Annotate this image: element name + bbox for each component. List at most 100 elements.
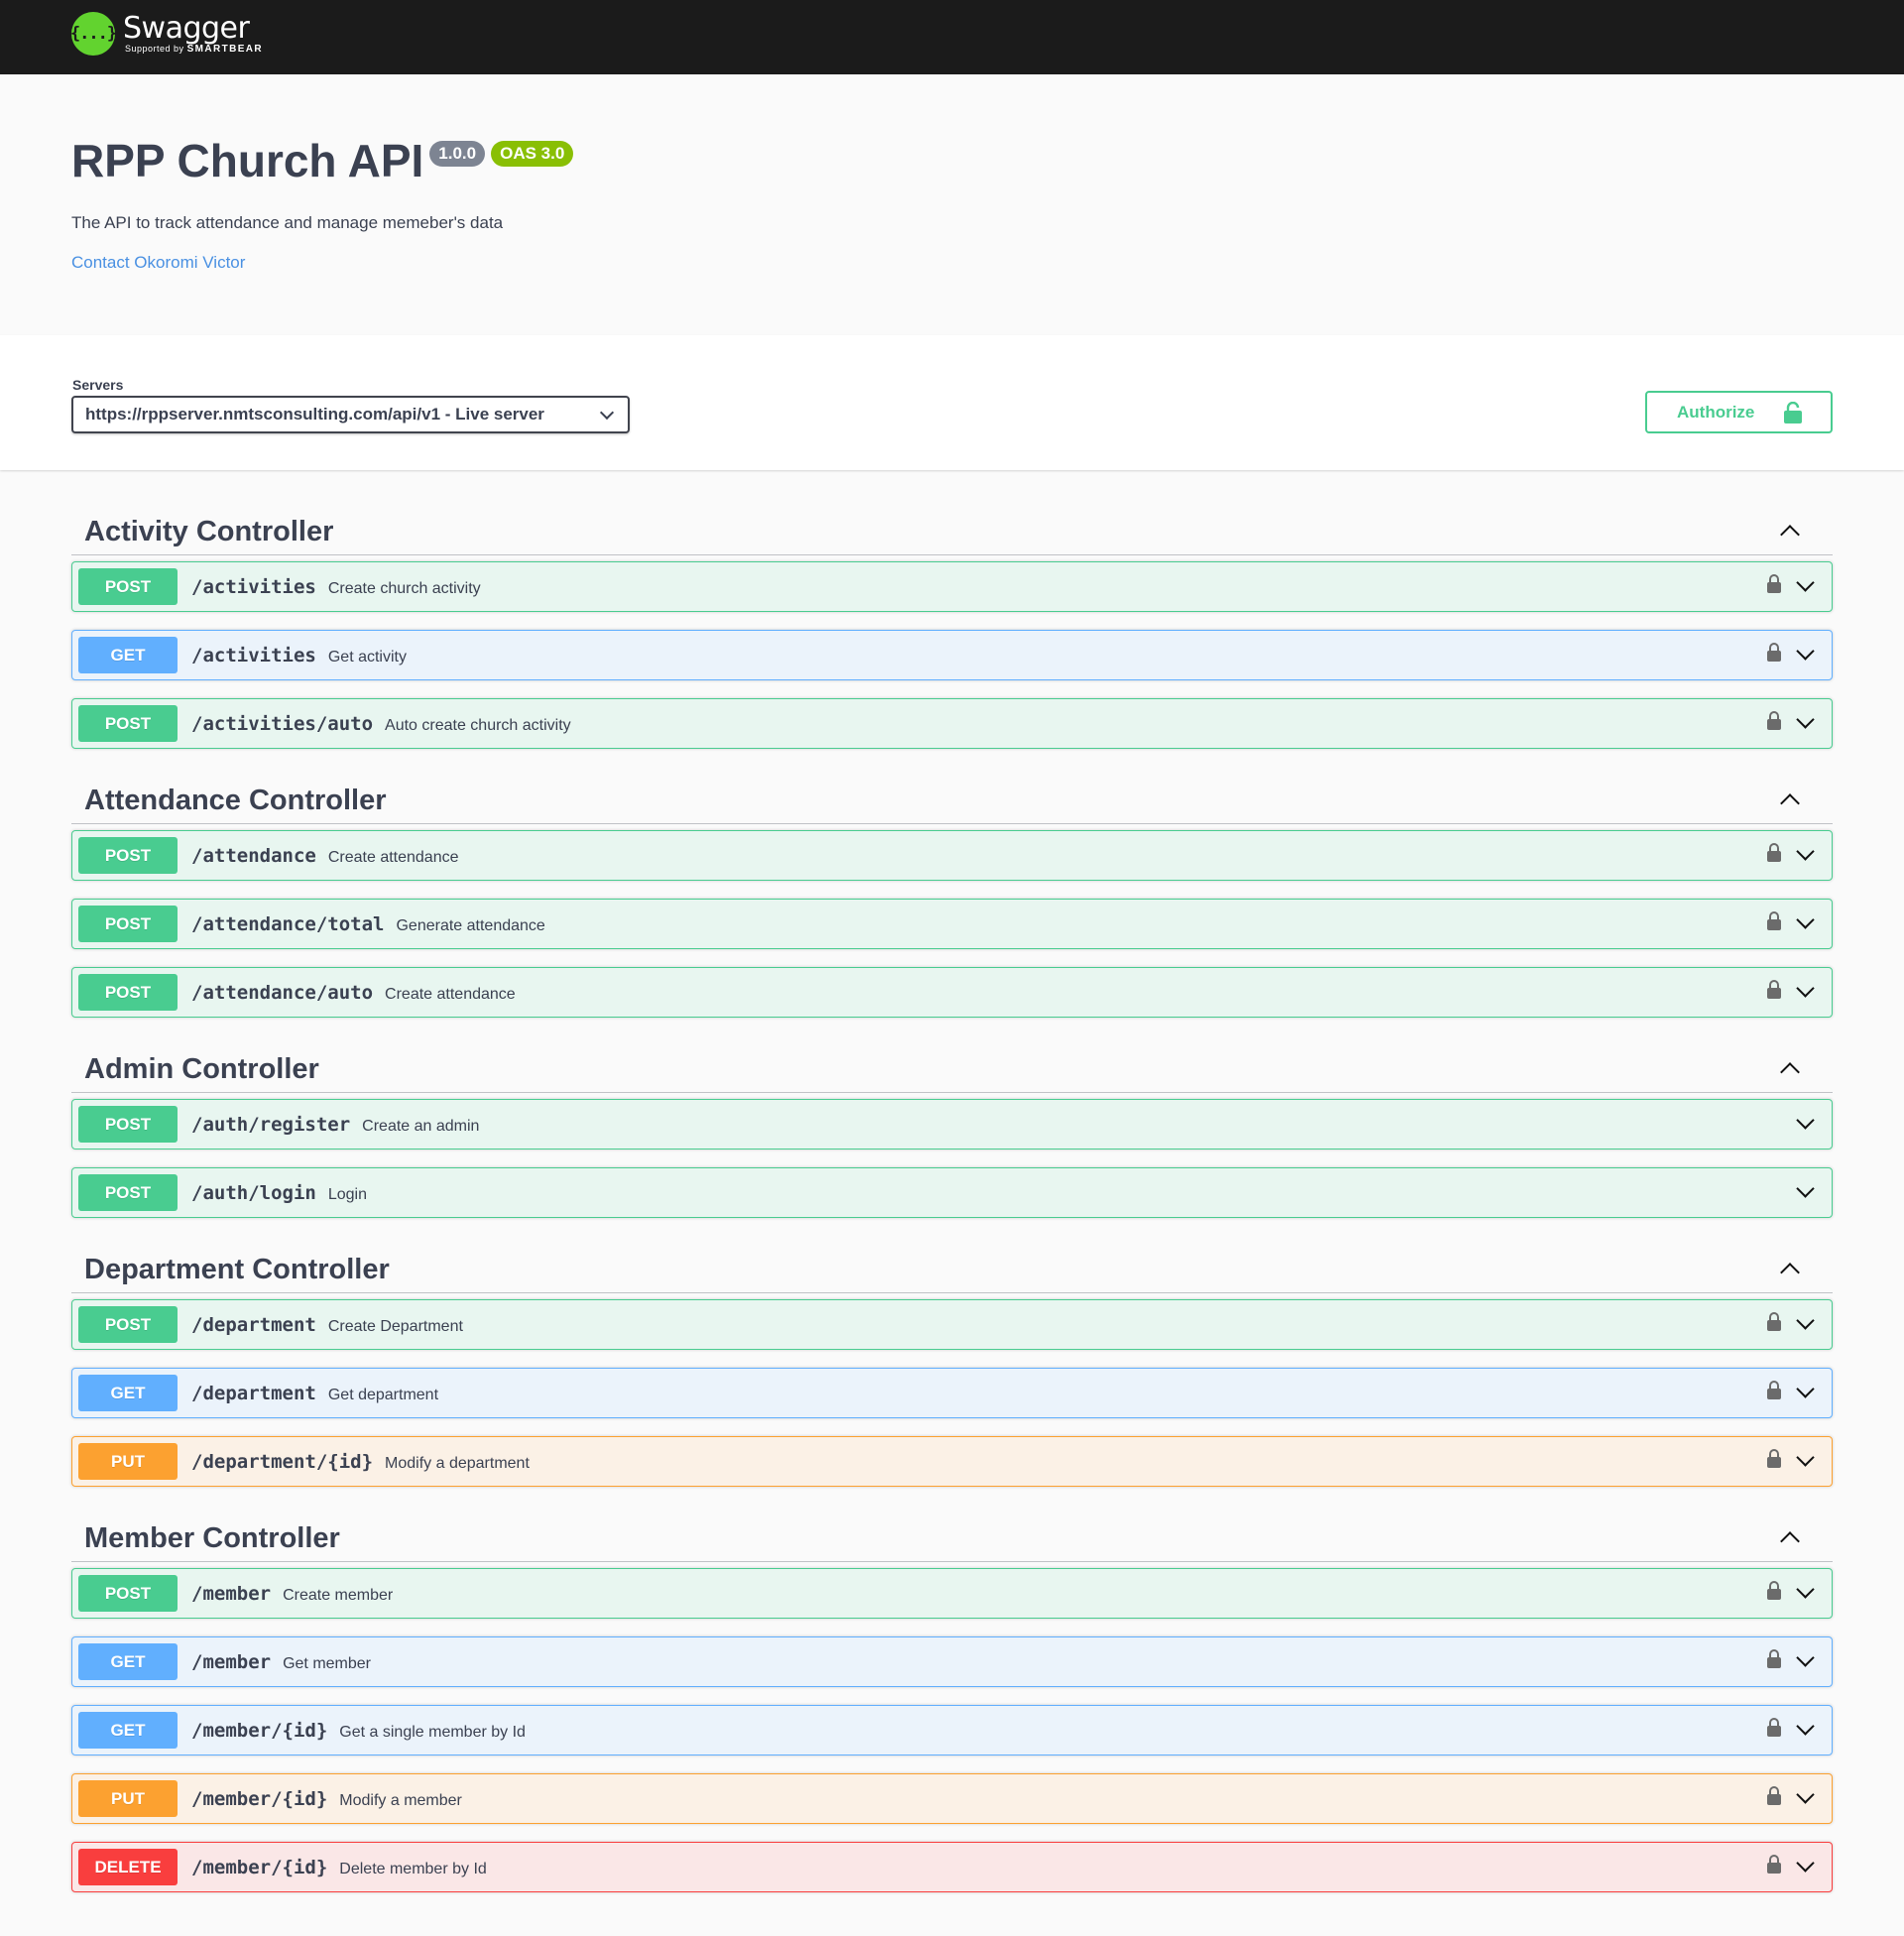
logo-text: Swagger Supported by SMARTBEAR — [123, 13, 263, 55]
tag-section-header[interactable]: Department Controller — [71, 1238, 1833, 1293]
chevron-up-icon[interactable] — [1780, 525, 1800, 544]
chevron-down-icon[interactable] — [1796, 1179, 1815, 1198]
tag-section-header[interactable]: Member Controller — [71, 1507, 1833, 1562]
operation-path-text: /attendance — [191, 845, 316, 867]
tag-title: Member Controller — [84, 1522, 340, 1554]
lock-icon[interactable] — [1766, 643, 1782, 663]
operation-post[interactable]: POST/attendance/total Generate attendance — [71, 899, 1833, 949]
chevron-down-icon[interactable] — [1796, 1448, 1815, 1467]
operation-summary: Get a single member by Id — [339, 1724, 526, 1741]
tag-title: Admin Controller — [84, 1053, 319, 1085]
tag-section-header[interactable]: Attendance Controller — [71, 769, 1833, 824]
chevron-up-icon[interactable] — [1780, 1062, 1800, 1082]
operation-summary: Delete member by Id — [339, 1861, 487, 1877]
method-badge: PUT — [78, 1443, 178, 1480]
operation-post[interactable]: POST/attendance/auto Create attendance — [71, 967, 1833, 1018]
operation-path-text: /auth/login — [191, 1182, 316, 1204]
operation-get[interactable]: GET/member/{id} Get a single member by Id — [71, 1705, 1833, 1755]
operation-path: /department Create Department — [191, 1314, 463, 1336]
lock-icon[interactable] — [1766, 1855, 1782, 1875]
chevron-up-icon[interactable] — [1780, 793, 1800, 813]
operation-summary: Get member — [283, 1655, 371, 1672]
tag-section-header[interactable]: Admin Controller — [71, 1037, 1833, 1093]
operation-path-text: /department — [191, 1314, 316, 1336]
operation-post[interactable]: POST/department Create Department — [71, 1299, 1833, 1350]
chevron-down-icon[interactable] — [1796, 1580, 1815, 1599]
operation-put[interactable]: PUT/department/{id} Modify a department — [71, 1436, 1833, 1487]
operation-get[interactable]: GET/department Get department — [71, 1368, 1833, 1418]
operation-path: /activities Get activity — [191, 645, 407, 666]
operation-path-text: /member/{id} — [191, 1857, 328, 1878]
chevron-down-icon[interactable] — [1796, 842, 1815, 861]
chevron-down-icon[interactable] — [1796, 1648, 1815, 1667]
operation-post[interactable]: POST/auth/login Login — [71, 1167, 1833, 1218]
operation-summary: Get activity — [327, 649, 407, 666]
operation-put[interactable]: PUT/member/{id} Modify a member — [71, 1773, 1833, 1824]
method-badge: GET — [78, 1375, 178, 1411]
page-title: RPP Church API — [71, 135, 424, 186]
swagger-logo[interactable]: {...} Swagger Supported by SMARTBEAR — [70, 12, 263, 56]
operation-path: /activities Create church activity — [191, 576, 481, 598]
tag-section-header[interactable]: Activity Controller — [71, 500, 1833, 555]
lock-icon[interactable] — [1766, 843, 1782, 863]
operation-post[interactable]: POST/activities/auto Auto create church a… — [71, 698, 1833, 749]
method-badge: GET — [78, 637, 178, 673]
lock-icon[interactable] — [1766, 1649, 1782, 1669]
chevron-down-icon[interactable] — [1796, 1717, 1815, 1736]
chevron-down-icon[interactable] — [1796, 910, 1815, 929]
operation-post[interactable]: POST/attendance Create attendance — [71, 830, 1833, 881]
logo-sub-prefix: Supported by — [125, 43, 184, 54]
operation-post[interactable]: POST/member Create member — [71, 1568, 1833, 1619]
lock-icon[interactable] — [1766, 1786, 1782, 1806]
operation-summary: Create an admin — [362, 1118, 480, 1135]
chevron-down-icon[interactable] — [1796, 979, 1815, 998]
operation-path: /member/{id} Get a single member by Id — [191, 1720, 526, 1742]
lock-icon[interactable] — [1766, 574, 1782, 594]
lock-icon[interactable] — [1766, 911, 1782, 931]
authorize-button[interactable]: Authorize — [1645, 391, 1833, 433]
chevron-down-icon[interactable] — [1796, 710, 1815, 729]
chevron-up-icon[interactable] — [1780, 1263, 1800, 1282]
lock-icon[interactable] — [1766, 711, 1782, 731]
method-badge: GET — [78, 1643, 178, 1680]
operation-path: /member Create member — [191, 1583, 393, 1605]
chevron-down-icon — [599, 405, 615, 421]
operation-post[interactable]: POST/auth/register Create an admin — [71, 1099, 1833, 1150]
servers-select[interactable]: https://rppserver.nmtsconsulting.com/api… — [71, 396, 630, 433]
operation-path-text: /activities — [191, 645, 316, 666]
lock-icon[interactable] — [1766, 980, 1782, 1000]
logo-subtitle: Supported by SMARTBEAR — [125, 44, 263, 55]
method-badge: POST — [78, 906, 178, 942]
contact-link[interactable]: Contact Okoromi Victor — [71, 253, 246, 272]
lock-icon[interactable] — [1766, 1312, 1782, 1332]
method-badge: PUT — [78, 1780, 178, 1817]
chevron-down-icon[interactable] — [1796, 1111, 1815, 1130]
method-badge: POST — [78, 1174, 178, 1211]
operation-summary: Create attendance — [385, 986, 516, 1003]
chevron-down-icon[interactable] — [1796, 1380, 1815, 1398]
tag-title: Department Controller — [84, 1254, 390, 1285]
operation-get[interactable]: GET/activities Get activity — [71, 630, 1833, 680]
operation-path: /attendance Create attendance — [191, 845, 459, 867]
lock-icon[interactable] — [1766, 1381, 1782, 1400]
method-badge: GET — [78, 1712, 178, 1749]
chevron-down-icon[interactable] — [1796, 642, 1815, 661]
operation-post[interactable]: POST/activities Create church activity — [71, 561, 1833, 612]
oas-badge: OAS 3.0 — [491, 141, 574, 167]
operation-delete[interactable]: DELETE/member/{id} Delete member by Id — [71, 1842, 1833, 1892]
operation-summary: Login — [327, 1186, 367, 1203]
lock-icon[interactable] — [1766, 1581, 1782, 1601]
chevron-up-icon[interactable] — [1780, 1531, 1800, 1551]
lock-icon — [1784, 402, 1802, 424]
method-badge: POST — [78, 568, 178, 605]
title-row: RPP Church API 1.0.0 OAS 3.0 — [71, 135, 574, 186]
lock-icon[interactable] — [1766, 1449, 1782, 1469]
chevron-down-icon[interactable] — [1796, 1785, 1815, 1804]
operation-get[interactable]: GET/member Get member — [71, 1636, 1833, 1687]
chevron-down-icon[interactable] — [1796, 1854, 1815, 1873]
lock-icon[interactable] — [1766, 1718, 1782, 1738]
operation-path: /department/{id} Modify a department — [191, 1451, 530, 1473]
chevron-down-icon[interactable] — [1796, 573, 1815, 592]
operation-summary: Modify a department — [385, 1455, 530, 1472]
chevron-down-icon[interactable] — [1796, 1311, 1815, 1330]
